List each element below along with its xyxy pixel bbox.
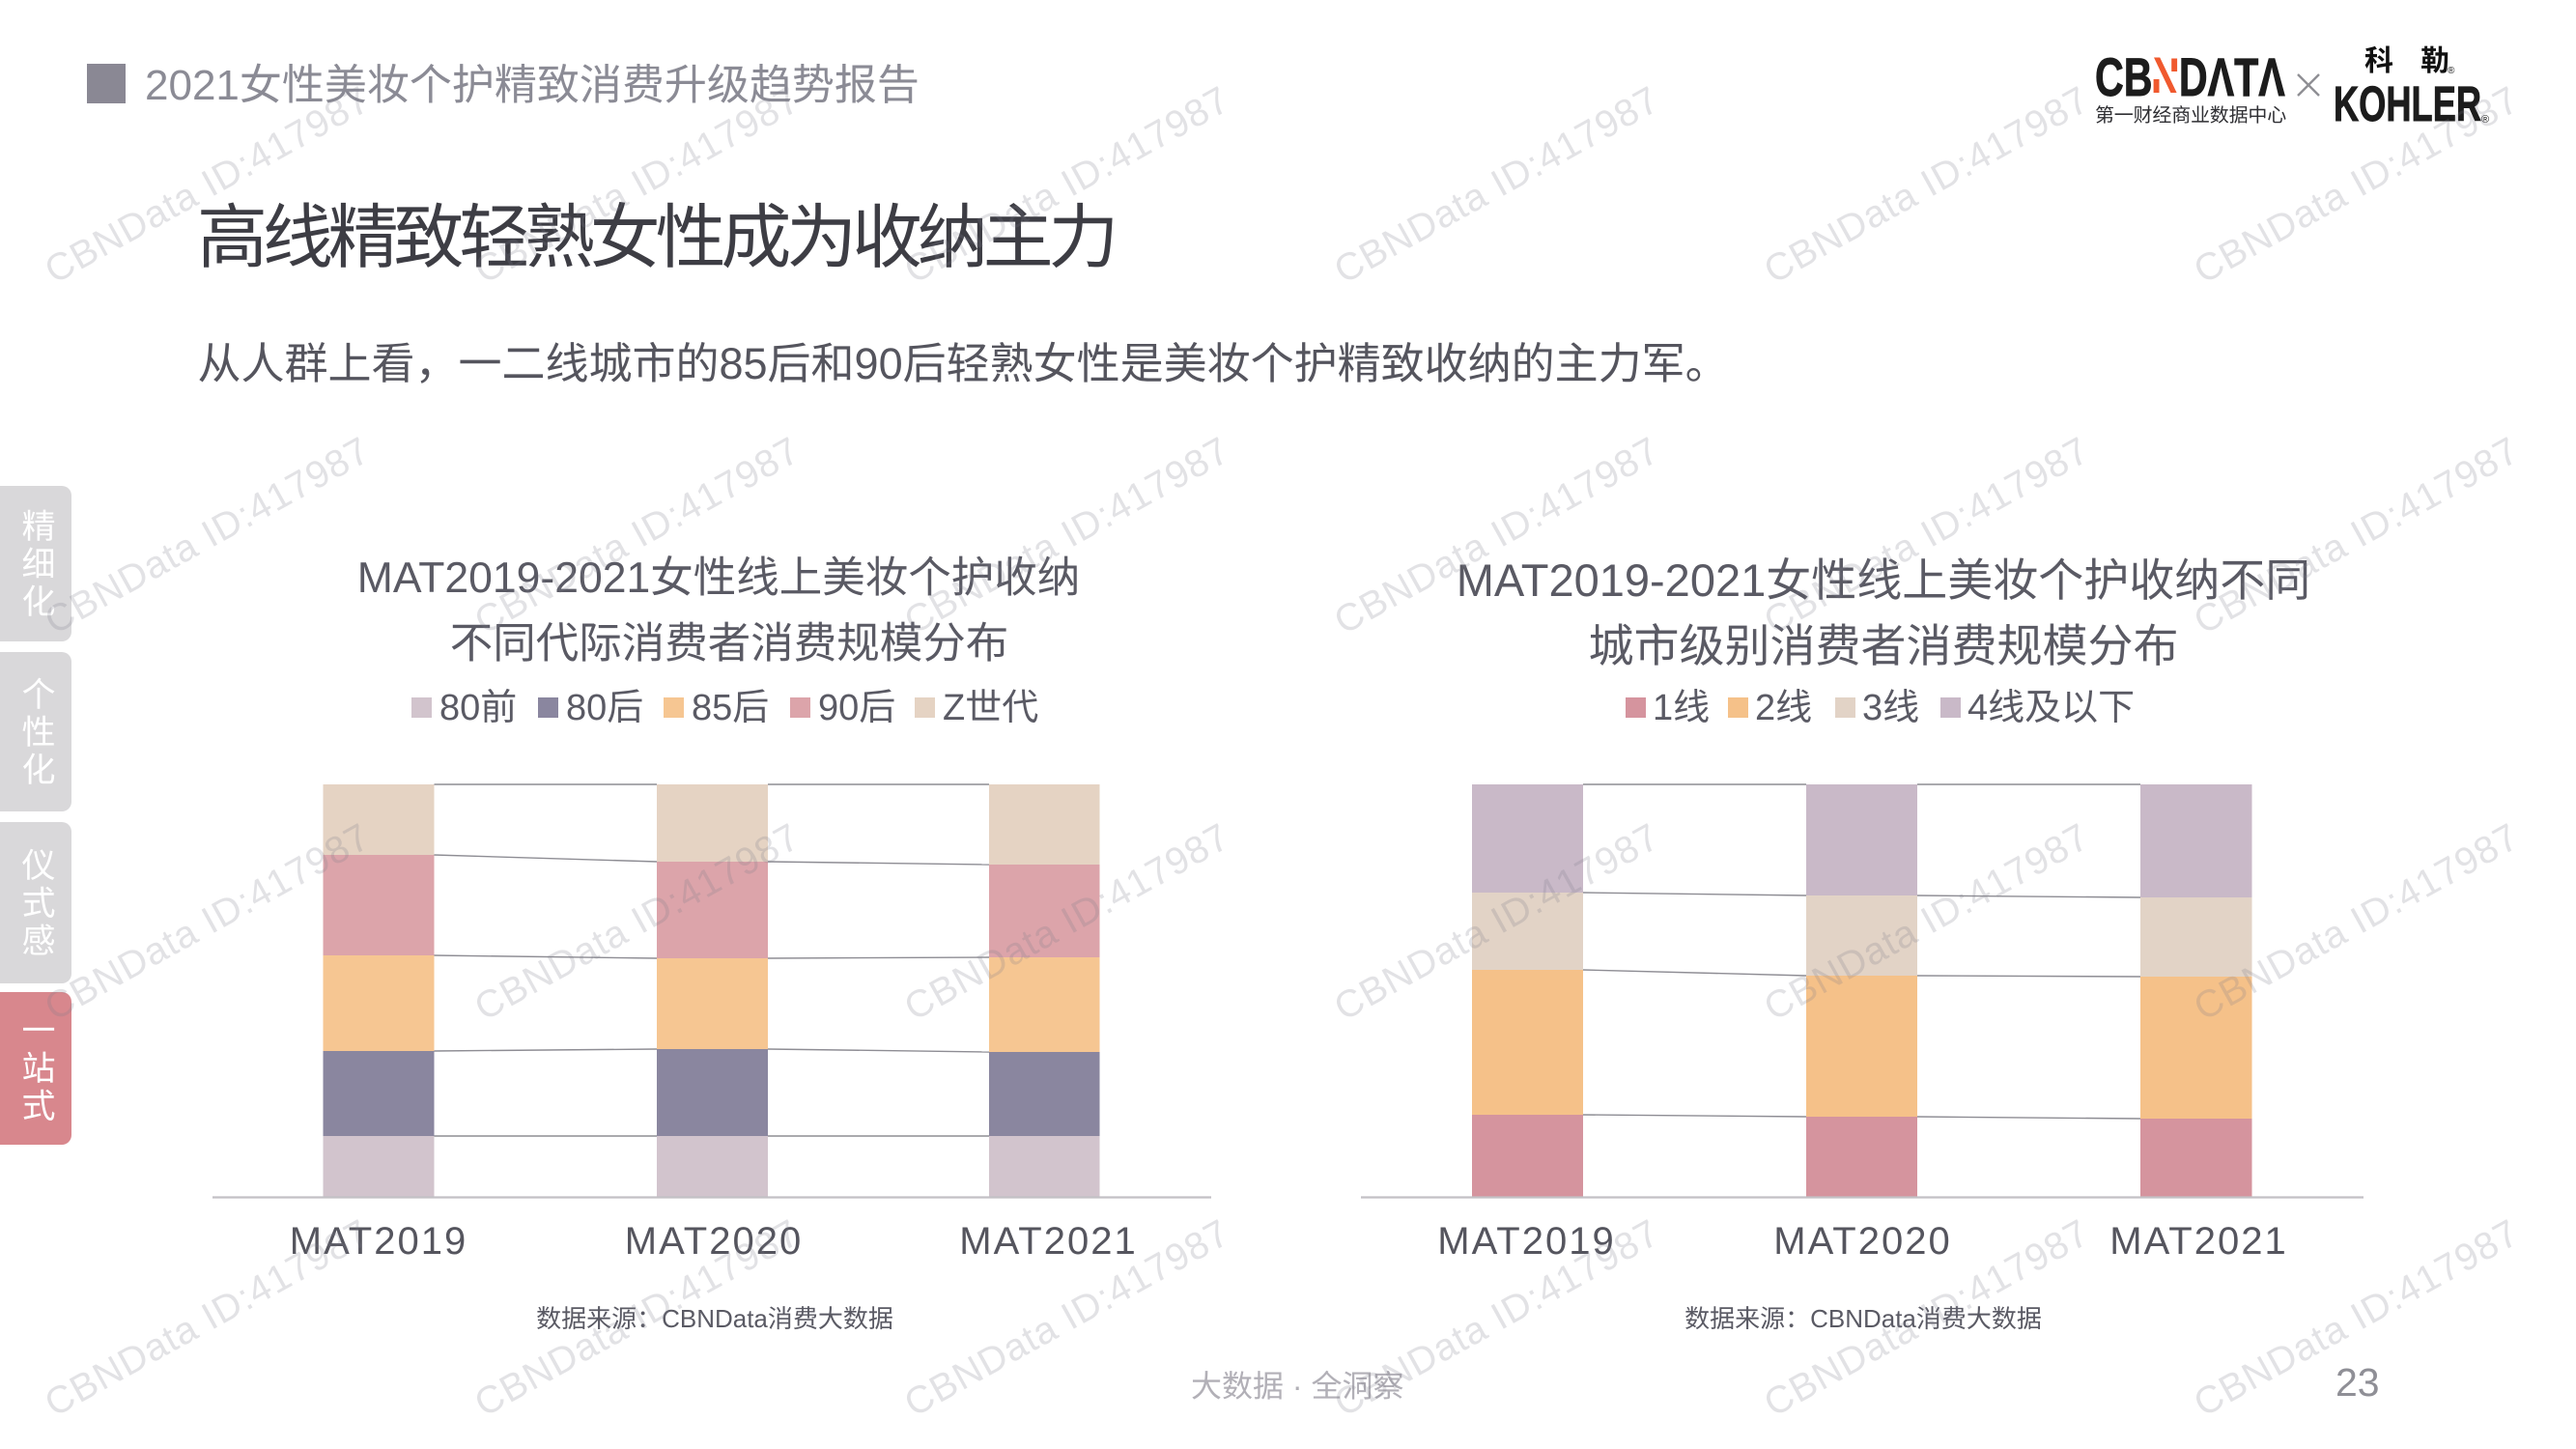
svg-text:®: ® <box>2481 114 2489 126</box>
svg-text:第一财经商业数据中心: 第一财经商业数据中心 <box>2095 99 2286 128</box>
svg-text:CB: CB <box>2095 47 2153 108</box>
svg-text:DΛTΛ: DΛTΛ <box>2179 47 2285 108</box>
svg-text:科勒: 科勒 <box>2364 39 2477 79</box>
svg-text:KOHLER: KOHLER <box>2334 77 2481 131</box>
svg-text:®: ® <box>2448 66 2455 76</box>
